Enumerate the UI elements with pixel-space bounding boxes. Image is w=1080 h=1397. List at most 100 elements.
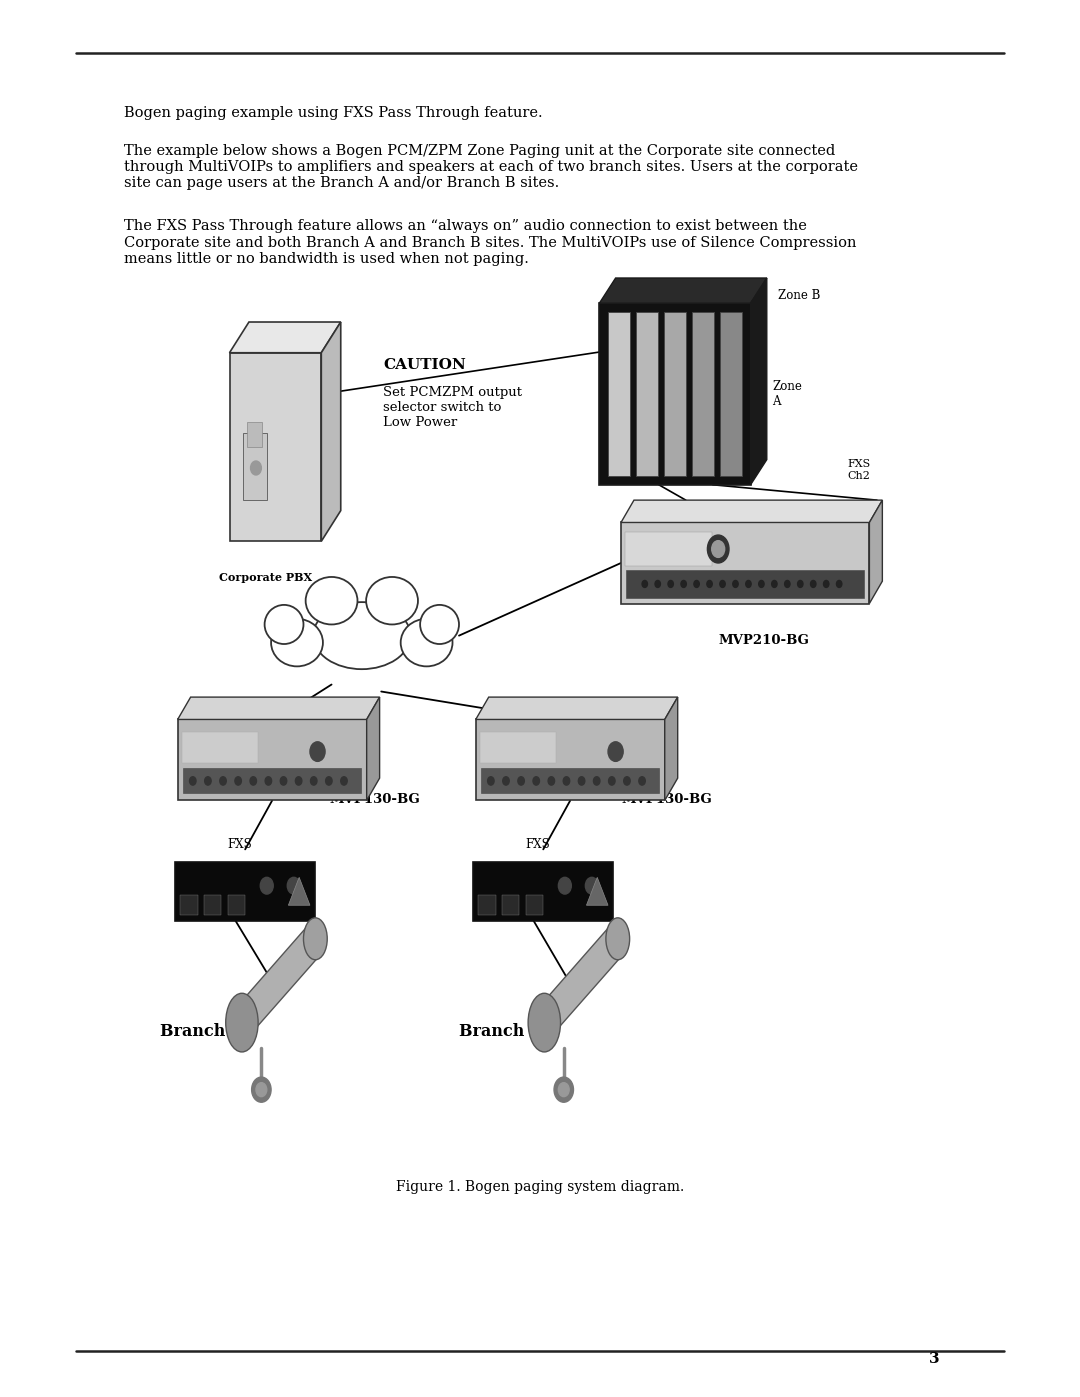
Text: FXS: FXS (526, 838, 550, 851)
Circle shape (758, 581, 765, 588)
Circle shape (836, 581, 842, 588)
Circle shape (518, 777, 525, 785)
Text: Branch B: Branch B (459, 1023, 543, 1039)
Text: Multi: Multi (483, 749, 499, 754)
FancyBboxPatch shape (175, 862, 315, 921)
Circle shape (549, 777, 555, 785)
Circle shape (680, 581, 687, 588)
Ellipse shape (366, 577, 418, 624)
Ellipse shape (271, 619, 323, 666)
Polygon shape (322, 321, 341, 541)
Text: Branch A: Branch A (160, 1023, 243, 1039)
Circle shape (824, 581, 829, 588)
Polygon shape (238, 922, 320, 1037)
Polygon shape (586, 877, 608, 905)
Text: MultiVOIP: MultiVOIP (677, 536, 723, 545)
FancyBboxPatch shape (243, 433, 267, 500)
Text: Multi: Multi (184, 749, 201, 754)
FancyBboxPatch shape (664, 312, 686, 476)
Circle shape (784, 581, 791, 588)
Circle shape (579, 777, 585, 785)
Circle shape (251, 777, 257, 785)
Text: MultiVOIP: MultiVOIP (184, 736, 221, 742)
FancyBboxPatch shape (599, 303, 751, 485)
Text: MVP210-BG: MVP210-BG (718, 634, 809, 647)
Text: MultiVOIP: MultiVOIP (483, 736, 519, 742)
Circle shape (296, 777, 302, 785)
FancyBboxPatch shape (184, 768, 362, 793)
Polygon shape (540, 922, 622, 1037)
Text: 3: 3 (929, 1352, 940, 1366)
Circle shape (266, 777, 272, 785)
Circle shape (558, 1083, 569, 1097)
FancyBboxPatch shape (608, 312, 630, 476)
Polygon shape (751, 278, 767, 485)
Circle shape (534, 777, 540, 785)
FancyBboxPatch shape (229, 352, 322, 541)
Circle shape (712, 541, 725, 557)
FancyBboxPatch shape (480, 732, 555, 763)
Circle shape (251, 461, 261, 475)
Polygon shape (869, 500, 882, 604)
Circle shape (256, 1083, 267, 1097)
Text: FXS
Ch1: FXS Ch1 (663, 460, 687, 481)
FancyBboxPatch shape (181, 732, 258, 763)
Polygon shape (665, 697, 678, 800)
FancyBboxPatch shape (720, 312, 742, 476)
FancyBboxPatch shape (626, 570, 864, 598)
Circle shape (642, 581, 648, 588)
Ellipse shape (306, 577, 357, 624)
Polygon shape (367, 697, 380, 800)
Circle shape (287, 877, 300, 894)
Text: MVP130-BG: MVP130-BG (329, 793, 420, 806)
Circle shape (558, 877, 571, 894)
Circle shape (797, 581, 804, 588)
Circle shape (190, 777, 197, 785)
Text: Zone
A: Zone A (772, 380, 802, 408)
Circle shape (487, 777, 495, 785)
Text: The example below shows a Bogen PCM/ZPM Zone Paging unit at the Corporate site c: The example below shows a Bogen PCM/ZPM … (124, 144, 859, 190)
Text: Figure 1. Bogen paging system diagram.: Figure 1. Bogen paging system diagram. (396, 1180, 684, 1194)
Circle shape (554, 1077, 573, 1102)
FancyBboxPatch shape (502, 895, 519, 915)
Polygon shape (229, 321, 341, 352)
Polygon shape (177, 697, 380, 719)
FancyBboxPatch shape (692, 312, 714, 476)
FancyBboxPatch shape (625, 532, 712, 566)
Ellipse shape (528, 993, 561, 1052)
Circle shape (564, 777, 570, 785)
Ellipse shape (226, 993, 258, 1052)
Circle shape (205, 777, 212, 785)
Circle shape (341, 777, 348, 785)
Circle shape (771, 581, 778, 588)
Text: FXS: FXS (228, 838, 252, 851)
Ellipse shape (420, 605, 459, 644)
Polygon shape (475, 697, 678, 719)
FancyBboxPatch shape (180, 895, 198, 915)
FancyBboxPatch shape (204, 895, 221, 915)
Circle shape (585, 877, 598, 894)
Circle shape (810, 581, 816, 588)
Circle shape (639, 777, 646, 785)
Circle shape (624, 777, 631, 785)
Ellipse shape (401, 619, 453, 666)
FancyBboxPatch shape (475, 719, 664, 800)
Circle shape (745, 581, 752, 588)
Text: Bogen paging example using FXS Pass Through feature.: Bogen paging example using FXS Pass Thro… (124, 106, 543, 120)
Circle shape (252, 1077, 271, 1102)
Circle shape (594, 777, 600, 785)
Circle shape (281, 777, 287, 785)
Text: The FXS Pass Through feature allows an “always on” audio connection to exist bet: The FXS Pass Through feature allows an “… (124, 219, 856, 265)
FancyBboxPatch shape (247, 422, 262, 447)
Circle shape (608, 742, 623, 761)
Text: Corporate PBX: Corporate PBX (218, 573, 312, 583)
Circle shape (667, 581, 674, 588)
Circle shape (311, 777, 318, 785)
FancyBboxPatch shape (621, 522, 869, 604)
Circle shape (707, 581, 713, 588)
Circle shape (260, 877, 273, 894)
FancyBboxPatch shape (228, 895, 245, 915)
Circle shape (720, 581, 726, 588)
FancyBboxPatch shape (482, 768, 659, 793)
Ellipse shape (303, 918, 327, 960)
